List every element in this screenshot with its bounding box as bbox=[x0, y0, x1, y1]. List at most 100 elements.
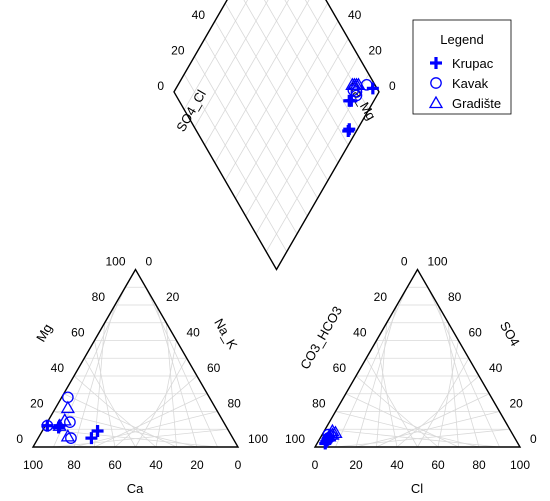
diamond-grid-line bbox=[224, 2, 329, 181]
anion-bottom-tick-label: 40 bbox=[390, 458, 404, 472]
cation-bottom-tick-label: 60 bbox=[108, 458, 122, 472]
cation-bottom-tick-label: 80 bbox=[67, 458, 81, 472]
cation-point-plus bbox=[91, 425, 104, 438]
cation-left-tick-label: 100 bbox=[105, 254, 125, 268]
diamond-left-tick-label: 40 bbox=[192, 8, 206, 22]
diamond-right-tick-label: 40 bbox=[348, 8, 362, 22]
anion-bottom-tick-label: 60 bbox=[431, 458, 445, 472]
legend-box bbox=[412, 19, 512, 115]
anion-left-tick-label: 20 bbox=[374, 290, 388, 304]
anion-grid-line bbox=[345, 393, 459, 448]
cation-bottom-tick-label: 100 bbox=[23, 458, 43, 472]
cation-grid-line bbox=[94, 393, 208, 448]
cation-right-tick-label: 100 bbox=[248, 432, 268, 446]
diamond-left-axis-label: SO4_Cl bbox=[173, 87, 209, 134]
anion-bottom-tick-label: 80 bbox=[472, 458, 486, 472]
diamond-frame bbox=[173, 0, 380, 271]
cation-left-axis-label: Mg bbox=[33, 321, 55, 344]
cation-left-tick-label: 80 bbox=[92, 290, 106, 304]
cation-triangle-frame bbox=[31, 268, 240, 448]
cation-point-circle bbox=[64, 416, 76, 428]
grid-lines bbox=[43, 0, 510, 448]
anion-bottom-tick-label: 20 bbox=[349, 458, 363, 472]
legend-label: Kavak bbox=[452, 76, 489, 91]
cation-grid-line bbox=[43, 428, 218, 448]
diamond-grid-line bbox=[214, 0, 310, 164]
legend-items: Krupac Kavak Gradište bbox=[428, 56, 501, 111]
cation-left-tick-label: 0 bbox=[16, 432, 23, 446]
cation-right-tick-label: 60 bbox=[207, 361, 221, 375]
diamond-point-plus bbox=[343, 94, 356, 107]
cation-grid-line bbox=[53, 411, 198, 448]
cation-grid-line bbox=[135, 358, 188, 448]
cation-grid-line bbox=[114, 375, 198, 448]
anion-right-tick-label: 80 bbox=[448, 290, 462, 304]
cation-left-tick-label: 20 bbox=[30, 396, 44, 410]
anion-point-triangle bbox=[328, 425, 343, 438]
anion-grid-line bbox=[396, 375, 480, 448]
axis-labels: Mg Na_K Ca CO3_HCO3 SO4 Cl SO4_Cl Ca_Mg bbox=[33, 79, 523, 496]
cation-right-tick-label: 40 bbox=[187, 325, 201, 339]
anion-left-tick-label: 60 bbox=[333, 361, 347, 375]
cation-point-circle bbox=[65, 432, 77, 444]
diamond-grid-line bbox=[263, 0, 349, 146]
anion-bottom-axis-label: Cl bbox=[411, 481, 423, 496]
legend-label: Gradište bbox=[452, 96, 501, 111]
anion-grid-line bbox=[335, 411, 480, 448]
anion-point-triangle bbox=[325, 423, 340, 437]
cation-point-triangle bbox=[60, 400, 75, 414]
cation-right-tick-label: 20 bbox=[166, 290, 180, 304]
cation-grid-line bbox=[73, 375, 157, 448]
diamond-grid-line bbox=[243, 0, 339, 164]
anion-left-tick-label: 80 bbox=[312, 396, 326, 410]
anion-grid-line bbox=[355, 411, 500, 448]
cation-bottom-axis-label: Ca bbox=[127, 481, 144, 496]
anion-right-tick-label: 40 bbox=[489, 361, 503, 375]
cation-point-plus bbox=[41, 419, 54, 432]
anion-right-tick-label: 100 bbox=[428, 254, 448, 268]
cation-right-axis-label: Na_K bbox=[211, 316, 240, 352]
cation-right-tick-label: 80 bbox=[228, 396, 242, 410]
plot-frames bbox=[31, 0, 522, 448]
diamond-grid-line bbox=[194, 0, 269, 128]
data-points bbox=[41, 77, 379, 450]
anion-left-tick-label: 0 bbox=[401, 254, 408, 268]
anion-right-tick-label: 0 bbox=[530, 432, 537, 446]
cation-grid-line bbox=[53, 428, 228, 448]
diamond-right-tick-label: 0 bbox=[389, 79, 396, 93]
cation-point-triangle bbox=[60, 429, 75, 442]
diamond-left-tick-label: 0 bbox=[157, 79, 164, 93]
anion-left-tick-label: 40 bbox=[353, 325, 367, 339]
cation-point-circle bbox=[41, 419, 54, 432]
anion-right-tick-label: 20 bbox=[510, 396, 524, 410]
cation-grid-line bbox=[83, 358, 136, 448]
diamond-point-triangle bbox=[345, 77, 360, 90]
anion-grid-line bbox=[417, 358, 470, 448]
anion-bottom-tick-label: 0 bbox=[312, 458, 319, 472]
anion-triangle-frame bbox=[313, 268, 522, 448]
anion-point-triangle bbox=[325, 427, 340, 440]
diamond-grid-line bbox=[284, 0, 359, 128]
legend-label: Krupac bbox=[452, 56, 494, 71]
anion-grid-line bbox=[355, 375, 439, 448]
anion-left-tick-label: 100 bbox=[285, 432, 305, 446]
anion-right-axis-label: SO4 bbox=[497, 319, 523, 349]
legend-title: Legend bbox=[440, 32, 483, 47]
cation-point-plus bbox=[85, 432, 98, 445]
cation-grid-line bbox=[63, 393, 177, 448]
cation-right-tick-label: 0 bbox=[146, 254, 153, 268]
legend: Legend Krupac Kavak Gradište bbox=[412, 19, 512, 115]
anion-grid-line bbox=[376, 393, 490, 448]
cation-left-tick-label: 60 bbox=[71, 325, 85, 339]
legend-marker-circle bbox=[430, 77, 442, 89]
diamond-point-plus bbox=[342, 124, 355, 137]
cation-bottom-tick-label: 0 bbox=[235, 458, 242, 472]
cation-bottom-tick-label: 40 bbox=[149, 458, 163, 472]
anion-grid-line bbox=[365, 358, 418, 448]
diamond-left-tick-label: 20 bbox=[171, 43, 185, 57]
diamond-point-plus bbox=[366, 82, 379, 95]
diamond-right-tick-label: 20 bbox=[369, 43, 383, 57]
legend-marker-plus bbox=[430, 57, 442, 69]
